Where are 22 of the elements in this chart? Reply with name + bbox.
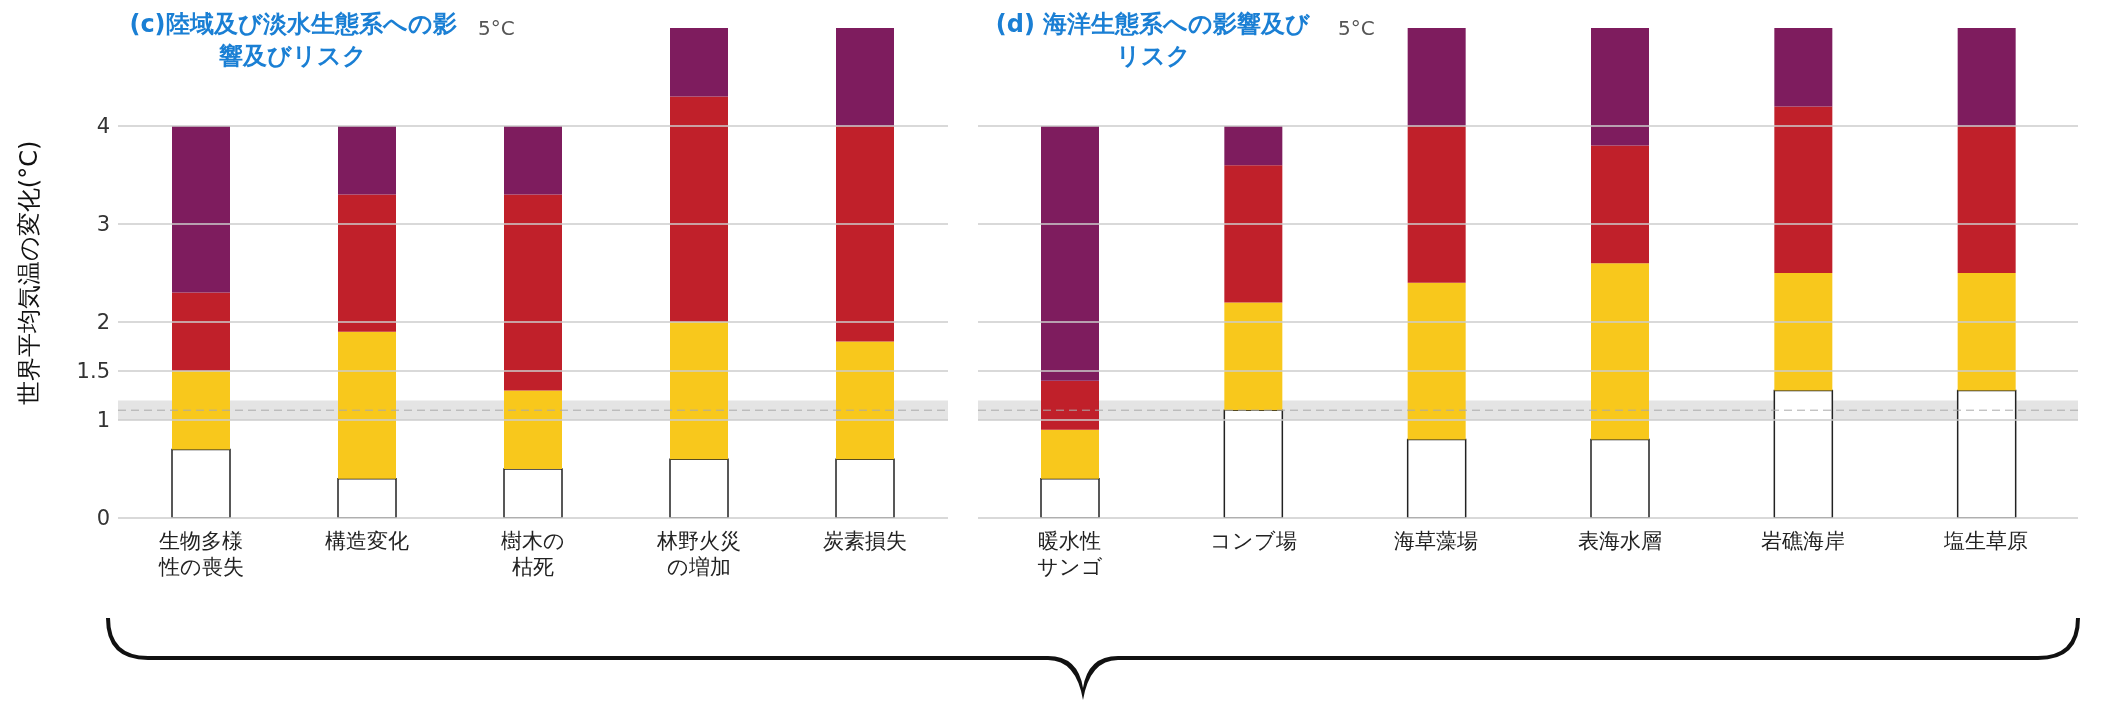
- annotation: 5°C: [478, 16, 515, 40]
- x-tick-label: 表海水層: [1577, 529, 1662, 553]
- y-tick-label: 3: [96, 212, 110, 237]
- x-tick-label: 林野火災の増加: [656, 529, 741, 579]
- y-tick-label: 4: [96, 114, 110, 139]
- y-tick-label: 1: [96, 408, 110, 433]
- x-tick-label: 暖水性サンゴ: [1036, 529, 1103, 579]
- x-tick-label: 構造変化: [325, 529, 409, 553]
- y-tick-label: 1.5: [76, 359, 110, 384]
- y-axis-title: 世界平均気温の変化(°C): [14, 140, 43, 406]
- annotation: 5°C: [1338, 16, 1375, 40]
- x-tick-label: コンブ場: [1209, 529, 1297, 553]
- x-tick-label: 岩礁海岸: [1761, 529, 1845, 553]
- chart-title: (d) 海洋生態系への影響及びリスク: [988, 8, 1318, 72]
- x-tick-label: 炭素損失: [823, 529, 907, 553]
- chart-title: (c)陸域及び淡水生態系への影響及びリスク: [128, 8, 458, 72]
- y-tick-label: 2: [96, 310, 110, 335]
- x-tick-label: 生物多様性の喪失: [157, 529, 244, 579]
- y-tick-label: 0: [96, 506, 110, 531]
- x-tick-label: 塩生草原: [1943, 529, 2029, 553]
- x-tick-label: 海草藻場: [1394, 529, 1479, 553]
- x-tick-label: 樹木の枯死: [501, 529, 565, 579]
